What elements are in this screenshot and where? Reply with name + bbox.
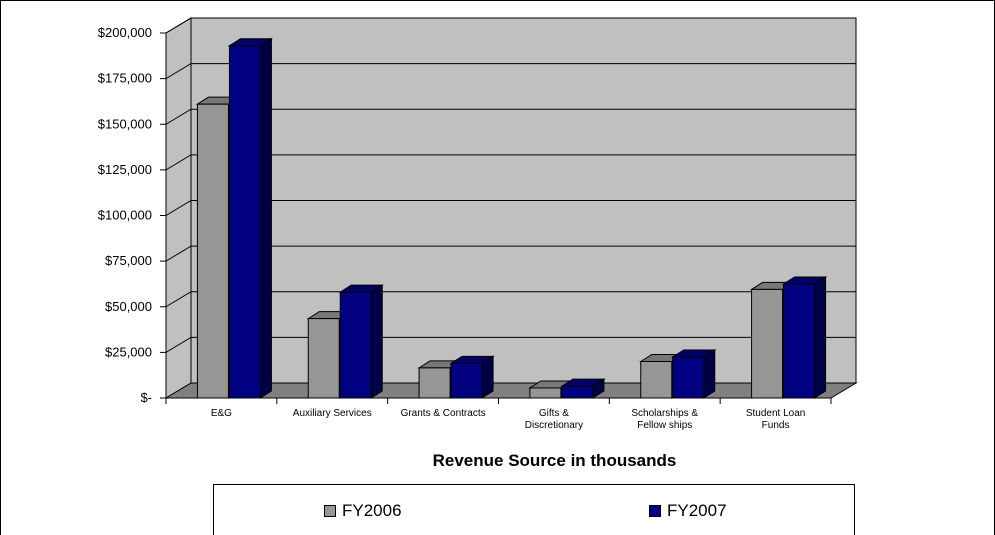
x-tick-label: Scholarships & (631, 408, 698, 419)
x-tick-label: Auxiliary Services (293, 408, 372, 419)
legend-label-fy2006: FY2006 (342, 501, 402, 520)
y-tick-label: $200,000 (98, 25, 152, 40)
bar (450, 362, 483, 399)
x-tick-label: Gifts & (539, 408, 569, 419)
x-axis-title: Revenue Source in thousands (432, 451, 677, 470)
bar (339, 291, 372, 399)
bar (561, 385, 594, 399)
y-tick-label: $175,000 (98, 71, 152, 86)
bar-side (814, 276, 827, 399)
x-tick-label: Discretionary (525, 420, 583, 431)
legend-label-fy2007: FY2007 (667, 501, 727, 520)
y-tick-label: $- (140, 390, 152, 405)
y-tick-label: $100,000 (98, 208, 152, 223)
bar (640, 361, 673, 399)
gridline (165, 154, 856, 171)
bar-side (703, 349, 716, 399)
x-tick-label: Funds (762, 420, 790, 431)
bar-side (259, 37, 272, 399)
gridline (165, 63, 856, 80)
legend: FY2006 FY2007 (213, 484, 855, 535)
legend-swatch-fy2007 (649, 505, 661, 517)
legend-item-fy2006: FY2006 (324, 501, 402, 521)
y-tick-label: $25,000 (105, 344, 152, 359)
x-tick-label: Grants & Contracts (401, 408, 486, 419)
gridline (165, 17, 856, 34)
gridline (165, 291, 856, 308)
bar (751, 288, 784, 399)
gridline (165, 336, 856, 353)
y-tick-label: $125,000 (98, 162, 152, 177)
gridline (165, 200, 856, 216)
gridline (165, 108, 856, 125)
y-tick-label: $50,000 (105, 299, 152, 314)
legend-swatch-fy2006 (324, 505, 336, 517)
bar (228, 45, 261, 399)
x-tick-label: Fellow ships (637, 420, 692, 431)
bar (672, 356, 705, 399)
y-tick-label: $150,000 (98, 116, 152, 131)
x-tick-label: E&G (211, 408, 232, 419)
bar (418, 367, 451, 399)
bar (529, 387, 562, 399)
y-tick-label: $75,000 (105, 253, 152, 268)
bar (307, 318, 340, 399)
bar-side (370, 284, 383, 399)
gridline (165, 245, 856, 262)
x-tick-label: Student Loan (746, 408, 806, 419)
legend-item-fy2007: FY2007 (649, 501, 727, 521)
bar (196, 103, 229, 399)
bar (783, 283, 816, 399)
